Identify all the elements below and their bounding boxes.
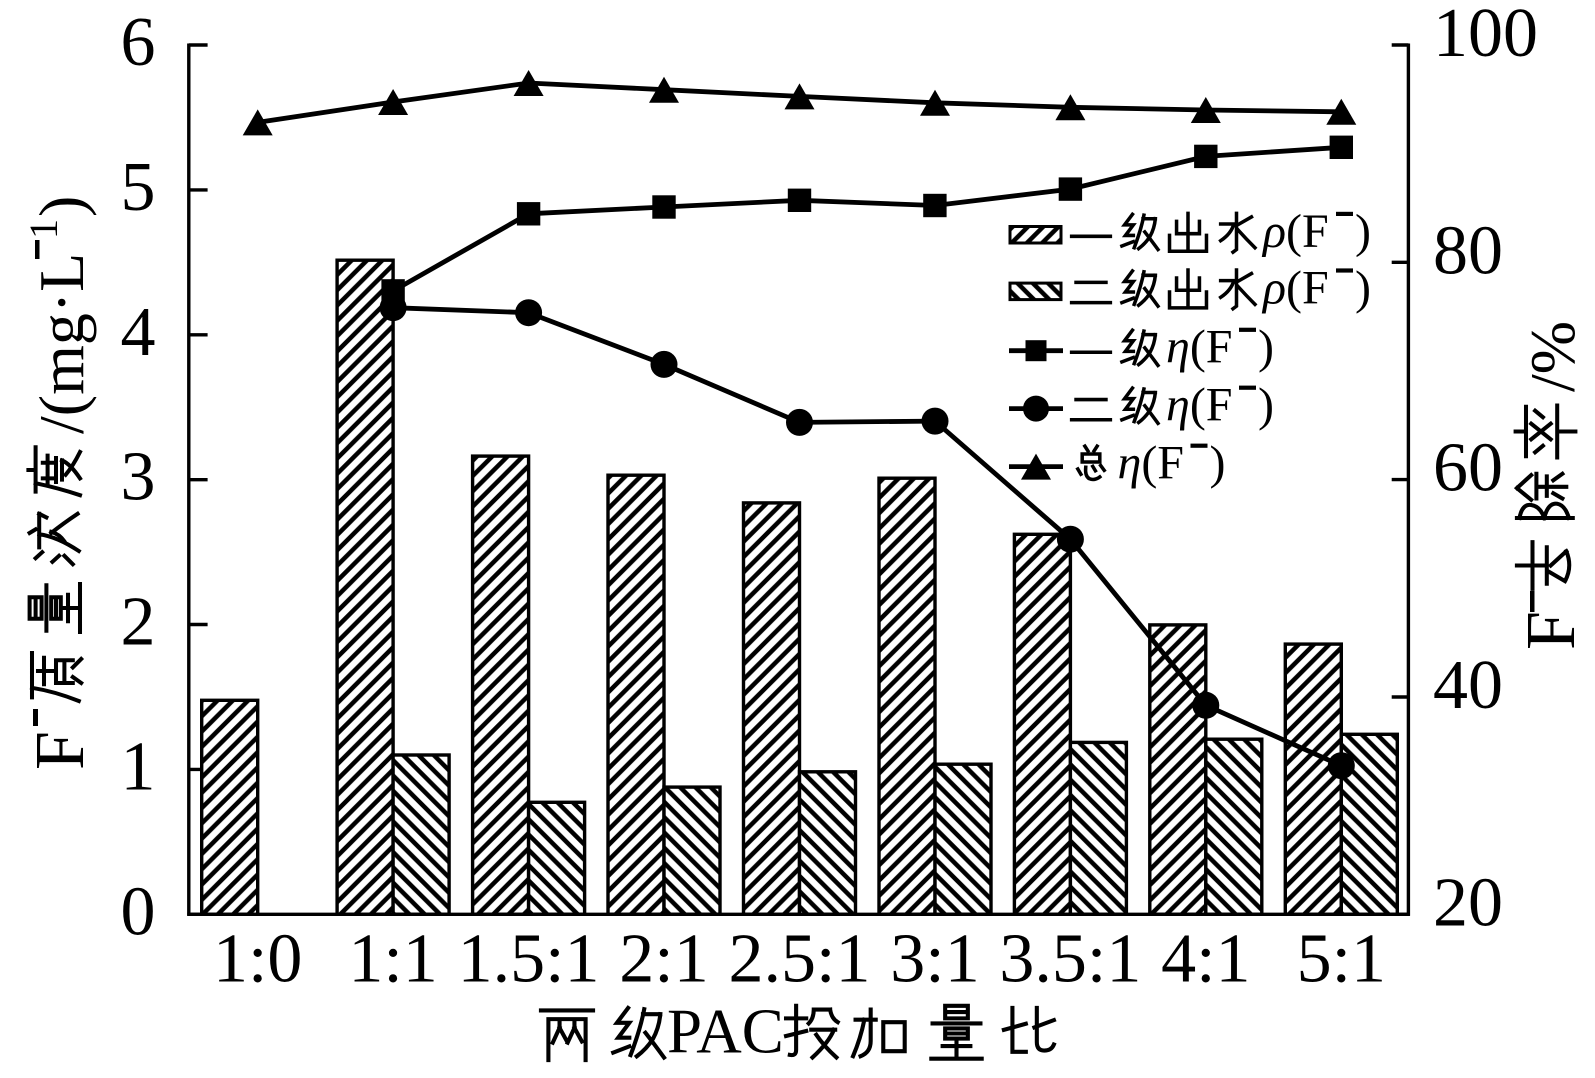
svg-text:1: 1 — [21, 219, 66, 239]
svg-text:6: 6 — [121, 4, 156, 81]
svg-text:F: F — [1513, 611, 1590, 650]
svg-text:40: 40 — [1433, 647, 1503, 724]
svg-text:4:1: 4:1 — [1161, 921, 1250, 998]
svg-text:20: 20 — [1433, 864, 1503, 941]
svg-text:ρ(F: ρ(F — [1261, 261, 1329, 314]
svg-text:5: 5 — [121, 149, 156, 226]
svg-text:): ) — [1258, 379, 1274, 432]
svg-text:3.5:1: 3.5:1 — [999, 921, 1141, 998]
svg-text:2:1: 2:1 — [619, 921, 708, 998]
svg-text:η(F: η(F — [1118, 437, 1185, 490]
svg-text:): ) — [1355, 261, 1371, 314]
svg-text:1: 1 — [121, 728, 156, 805]
svg-text:1:1: 1:1 — [348, 921, 437, 998]
svg-text:/%: /% — [1517, 321, 1588, 392]
svg-text:η(F: η(F — [1166, 379, 1233, 432]
svg-text:80: 80 — [1433, 212, 1503, 289]
svg-text:): ) — [26, 196, 97, 217]
svg-text:PAC: PAC — [667, 997, 784, 1067]
svg-text:F: F — [22, 731, 99, 770]
svg-text:5:1: 5:1 — [1297, 921, 1386, 998]
svg-text:0: 0 — [121, 873, 156, 950]
svg-text:3: 3 — [121, 439, 156, 516]
svg-text:100: 100 — [1433, 0, 1538, 72]
svg-text:1:0: 1:0 — [213, 921, 302, 998]
svg-text:ρ(F: ρ(F — [1261, 205, 1329, 258]
svg-text:): ) — [1355, 205, 1371, 258]
svg-text:4: 4 — [121, 294, 156, 371]
svg-text:2.5:1: 2.5:1 — [729, 921, 871, 998]
svg-text:): ) — [1258, 321, 1274, 374]
svg-text:3:1: 3:1 — [890, 921, 979, 998]
svg-text:60: 60 — [1433, 430, 1503, 507]
svg-text:1.5:1: 1.5:1 — [458, 921, 600, 998]
svg-text:η(F: η(F — [1166, 321, 1233, 374]
svg-text:2: 2 — [121, 584, 156, 661]
svg-text:/(mg·L: /(mg·L — [26, 253, 97, 434]
svg-text:): ) — [1210, 437, 1226, 490]
